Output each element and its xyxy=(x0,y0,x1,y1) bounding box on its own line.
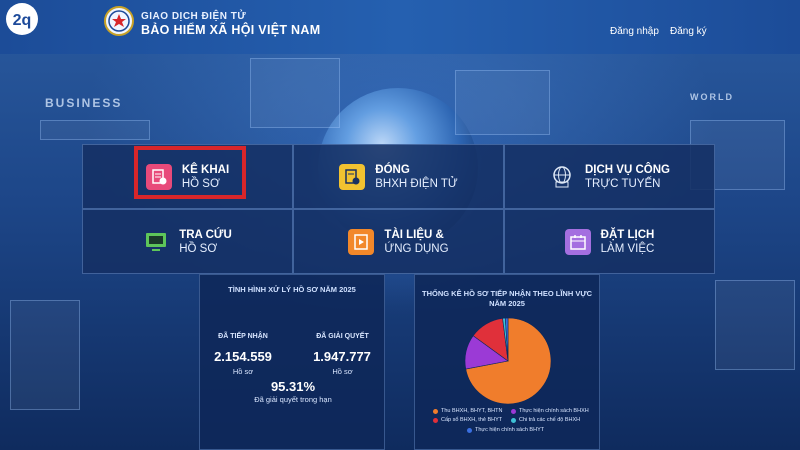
tile-label-line1: KÊ KHAI xyxy=(181,163,230,176)
channel-logo-text: 2q xyxy=(13,12,32,29)
legend-swatch xyxy=(467,427,472,433)
site-header: 2q GIAO DỊCH ĐIỆN TỬ BẢO HIỂM XÃ HỘI VIỆ… xyxy=(0,0,800,54)
bg-decor-panel xyxy=(250,58,340,128)
tile-label-line1: ĐẶT LỊCH xyxy=(600,228,655,241)
tile-dat-lich-lam-viec[interactable]: ĐẶT LỊCH LÀM VIỆC xyxy=(504,209,715,274)
bg-decor-panel xyxy=(715,280,795,370)
calendar-icon xyxy=(564,228,591,255)
tile-ke-khai-ho-so[interactable]: KÊ KHAI HỒ SƠ xyxy=(82,144,293,209)
pie-slice xyxy=(504,317,509,362)
tile-label-line2: ỨNG DỤNG xyxy=(384,242,449,255)
tile-dich-vu-cong[interactable]: DỊCH VỤ CÔNG TRỰC TUYẾN xyxy=(504,144,715,209)
site-title-small: GIAO DỊCH ĐIỆN TỬ xyxy=(141,11,247,22)
on-time-rate-label: Đã giải quyết trong hạn xyxy=(254,395,332,404)
legend-swatch xyxy=(511,417,516,423)
pie-chart xyxy=(464,317,552,405)
tile-tra-cuu-ho-so[interactable]: TRA CỨU HỒ SƠ xyxy=(82,209,293,274)
legend-item: Cấp sổ BHXH, thẻ BHYT xyxy=(433,417,502,423)
chart-title-line1: THỐNG KÊ HỒ SƠ TIẾP NHẬN THEO LĨNH VỰC xyxy=(422,289,592,298)
coin-document-icon xyxy=(339,163,366,190)
site-title[interactable]: BẢO HIỂM XÃ HỘI VIỆT NAM xyxy=(141,23,321,37)
received-label: ĐÃ TIẾP NHẬN xyxy=(218,333,268,340)
legend-swatch xyxy=(511,408,516,414)
tile-dong-bhxh[interactable]: ĐÓNG BHXH ĐIỆN TỬ xyxy=(293,144,504,209)
bg-label-world: WORLD xyxy=(690,92,734,102)
bg-decor-panel xyxy=(455,70,550,135)
legend-label: Cấp sổ BHXH, thẻ BHYT xyxy=(441,417,503,423)
service-tile-grid: KÊ KHAI HỒ SƠ ĐÓNG BHXH ĐIỆN TỬ DỊCH VỤ CÔ… xyxy=(82,144,715,274)
tile-label-line2: TRỰC TUYẾN xyxy=(585,177,661,190)
legend-item: Thực hiện chính sách BHXH xyxy=(511,408,589,414)
bhxh-emblem-icon[interactable] xyxy=(104,6,134,36)
register-link[interactable]: Đăng ký xyxy=(670,26,707,37)
legend-swatch xyxy=(433,408,438,414)
legend-item: Chi trả các chế độ BHXH xyxy=(511,417,580,423)
globe-monitor-icon xyxy=(549,164,575,190)
tile-label-line1: TRA CỨU xyxy=(179,228,232,241)
resolved-label: ĐÃ GIẢI QUYẾT xyxy=(316,333,369,340)
processing-stats-panel: TÌNH HÌNH XỬ LÝ HỒ SƠ NĂM 2025 ĐÃ TIẾP N… xyxy=(199,274,385,450)
login-link[interactable]: Đăng nhập xyxy=(610,26,659,37)
tile-tai-lieu-ung-dung[interactable]: TÀI LIỆU & ỨNG DỤNG xyxy=(293,209,504,274)
tile-label-line2: HỒ SƠ xyxy=(179,242,218,255)
monitor-search-icon xyxy=(143,229,169,255)
channel-logo: 2q xyxy=(0,0,46,38)
bg-decor-panel xyxy=(40,120,150,140)
bg-label-business: BUSINESS xyxy=(45,96,123,110)
tile-label-line1: DỊCH VỤ CÔNG xyxy=(585,163,670,176)
stats-panel-title: TÌNH HÌNH XỬ LÝ HỒ SƠ NĂM 2025 xyxy=(228,285,356,294)
legend-item: Thu BHXH, BHYT, BHTN xyxy=(433,408,502,414)
on-time-rate-value: 95.31% xyxy=(270,379,316,394)
legend-label: Thu BHXH, BHYT, BHTN xyxy=(441,408,503,414)
received-value: 2.154.559 xyxy=(214,349,272,364)
tile-label-line2: BHXH ĐIỆN TỬ xyxy=(375,177,458,190)
bg-decor-panel xyxy=(10,300,80,410)
legend-label: Chi trả các chế độ BHXH xyxy=(519,417,581,423)
legend-swatch xyxy=(433,417,438,423)
tile-label-line1: ĐÓNG xyxy=(375,163,410,176)
tile-label-line2: HỒ SƠ xyxy=(181,177,220,190)
legend-label: Thực hiện chính sách BHYT xyxy=(475,427,545,433)
document-edit-icon xyxy=(145,163,172,190)
tile-label-line2: LÀM VIỆC xyxy=(600,242,655,255)
received-unit: Hồ sơ xyxy=(232,367,254,376)
tile-label-line1: TÀI LIỆU & xyxy=(384,228,444,241)
legend-item: Thực hiện chính sách BHYT xyxy=(467,427,544,433)
legend-label: Thực hiện chính sách BHXH xyxy=(519,408,589,414)
resolved-unit: Hồ sơ xyxy=(332,367,353,376)
resolved-value: 1.947.777 xyxy=(313,349,371,364)
chart-title-line2: NĂM 2025 xyxy=(489,299,525,308)
book-play-icon xyxy=(348,228,375,255)
field-stats-chart-panel: THỐNG KÊ HỒ SƠ TIẾP NHẬN THEO LĨNH VỰC N… xyxy=(414,274,600,450)
